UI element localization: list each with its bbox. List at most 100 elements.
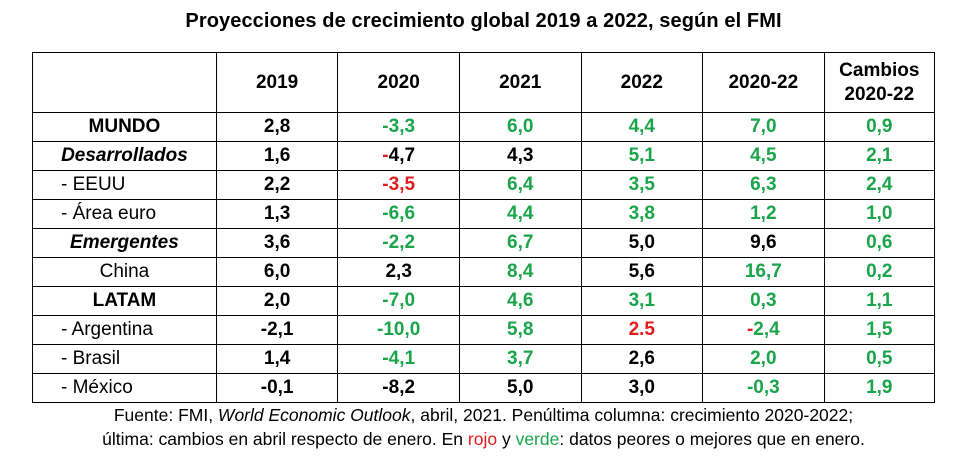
row-label: LATAM xyxy=(32,286,217,316)
table-row: - Brasil 1,4 -4,1 3,7 2,6 2,0 0,5 xyxy=(32,344,936,374)
value-cell: -2,2 xyxy=(337,228,460,258)
footnote-line-1: Fuente: FMI, World Economic Outlook, abr… xyxy=(0,405,967,426)
value-cell: 1,1 xyxy=(823,286,936,316)
row-label: - Argentina xyxy=(32,315,217,345)
column-header-line: Cambios 2020-22 xyxy=(839,59,920,105)
value-cell: 2,0 xyxy=(702,344,825,374)
footnote-text: última: cambios en abril respecto de ene… xyxy=(102,429,468,449)
value-cell: -4,7 xyxy=(337,141,460,171)
value-cell: -6,6 xyxy=(337,199,460,229)
value-cell: 3,8 xyxy=(580,199,704,229)
value-cell: -10,0 xyxy=(337,315,460,345)
row-label: China xyxy=(32,257,217,287)
value-cell: 2,3 xyxy=(337,257,460,287)
value-cell: 3,0 xyxy=(580,373,704,403)
column-header: 2021 xyxy=(458,52,582,113)
value-cell: 2,2 xyxy=(215,170,339,200)
value-cell: 0,5 xyxy=(823,344,936,374)
value-cell: 8,4 xyxy=(458,257,582,287)
value-cell: 1,3 xyxy=(215,199,339,229)
value-cell: 6,0 xyxy=(215,257,339,287)
value-cell: 2,6 xyxy=(580,344,704,374)
row-label: - México xyxy=(32,373,217,403)
value-cell: -8,2 xyxy=(337,373,460,403)
value-cell: -2,4 xyxy=(702,315,825,345)
value-cell: 0,2 xyxy=(823,257,936,287)
value-cell: 3,6 xyxy=(215,228,339,258)
table-row: - México -0,1 -8,2 5,0 3,0 -0,3 1,9 xyxy=(32,373,936,403)
value-cell: 1,9 xyxy=(823,373,936,403)
table-row: MUNDO 2,8 -3,3 6,0 4,4 7,0 0,9 xyxy=(32,112,936,142)
header-empty-cell xyxy=(32,52,217,113)
value-cell: 2,1 xyxy=(823,141,936,171)
header-row: 2019 2020 2021 2022 2020-22 Cambios 2020-22 xyxy=(32,52,936,113)
value-cell: 6,0 xyxy=(458,112,582,142)
value-cell: 4,6 xyxy=(458,286,582,316)
footnote-text: : datos peores o mejores que en enero. xyxy=(559,429,865,449)
footnote-text: y xyxy=(497,429,516,449)
value-cell: 5,6 xyxy=(580,257,704,287)
footnote-text: , abril, 2021. Penúltima columna: crecim… xyxy=(410,405,854,425)
value-cell: 3,5 xyxy=(580,170,704,200)
value-cell: 4,4 xyxy=(580,112,704,142)
table-row: Desarrollados 1,6 -4,7 4,3 5,1 4,5 2,1 xyxy=(32,141,936,171)
table-row: - Área euro 1,3 -6,6 4,4 3,8 1,2 1,0 xyxy=(32,199,936,229)
table-row: Emergentes 3,6 -2,2 6,7 5,0 9,6 0,6 xyxy=(32,228,936,258)
value-cell: 1,4 xyxy=(215,344,339,374)
column-header: 2019 xyxy=(215,52,339,113)
row-label: - EEUU xyxy=(32,170,217,200)
table-row: China 6,0 2,3 8,4 5,6 16,7 0,2 xyxy=(32,257,936,287)
value-cell: 5,8 xyxy=(458,315,582,345)
value-digits: 2,4 xyxy=(753,319,780,340)
value-cell: 4,5 xyxy=(702,141,825,171)
value-cell: 6,4 xyxy=(458,170,582,200)
page-title: Proyecciones de crecimiento global 2019 … xyxy=(185,10,782,32)
row-label: - Brasil xyxy=(32,344,217,374)
value-cell: 1,2 xyxy=(702,199,825,229)
growth-table: 2019 2020 2021 2022 2020-22 Cambios 2020-22 MU… xyxy=(32,52,936,403)
value-cell: 7,0 xyxy=(702,112,825,142)
table-row: - EEUU 2,2 -3,5 6,4 3,5 6,3 2,4 xyxy=(32,170,936,200)
footnote-red-word: rojo xyxy=(467,429,498,449)
value-cell: 5,0 xyxy=(458,373,582,403)
footnote-green-word: verde xyxy=(515,429,560,449)
row-label: Desarrollados xyxy=(32,141,217,171)
value-cell: -2,1 xyxy=(215,315,339,345)
row-label: Emergentes xyxy=(32,228,217,258)
value-cell: 4,4 xyxy=(458,199,582,229)
column-header: Cambios 2020-22 xyxy=(823,52,936,113)
table-row: - Argentina -2,1 -10,0 5,8 2.5 -2,4 1,5 xyxy=(32,315,936,345)
value-cell: 2.5 xyxy=(580,315,704,345)
minus-sign: - xyxy=(746,319,754,340)
value-cell: 2,8 xyxy=(215,112,339,142)
value-cell: 16,7 xyxy=(702,257,825,287)
value-cell: -3,5 xyxy=(337,170,460,200)
value-cell: 1,0 xyxy=(823,199,936,229)
value-cell: 6,7 xyxy=(458,228,582,258)
value-cell: 4,3 xyxy=(458,141,582,171)
value-cell: -7,0 xyxy=(337,286,460,316)
value-cell: 2,4 xyxy=(823,170,936,200)
row-label: MUNDO xyxy=(32,112,217,142)
column-header: 2020 xyxy=(337,52,460,113)
value-cell: -4,1 xyxy=(337,344,460,374)
value-digits: 4,7 xyxy=(388,145,416,166)
row-label: - Área euro xyxy=(32,199,217,229)
minus-sign: - xyxy=(382,145,389,166)
value-cell: 1,6 xyxy=(215,141,339,171)
value-cell: 9,6 xyxy=(702,228,825,258)
footnote-publication: World Economic Outlook xyxy=(217,405,411,425)
value-cell: 6,3 xyxy=(702,170,825,200)
value-cell: 2,0 xyxy=(215,286,339,316)
value-cell: -0,3 xyxy=(702,373,825,403)
value-cell: 0,9 xyxy=(823,112,936,142)
column-header: 2022 xyxy=(580,52,704,113)
value-cell: 1,5 xyxy=(823,315,936,345)
footnote-text: Fuente: FMI, xyxy=(113,405,218,425)
value-cell: 5,0 xyxy=(580,228,704,258)
table-row: LATAM 2,0 -7,0 4,6 3,1 0,3 1,1 xyxy=(32,286,936,316)
value-cell: 3,1 xyxy=(580,286,704,316)
value-cell: 3,7 xyxy=(458,344,582,374)
value-cell: 5,1 xyxy=(580,141,704,171)
column-header: 2020-22 xyxy=(702,52,825,113)
